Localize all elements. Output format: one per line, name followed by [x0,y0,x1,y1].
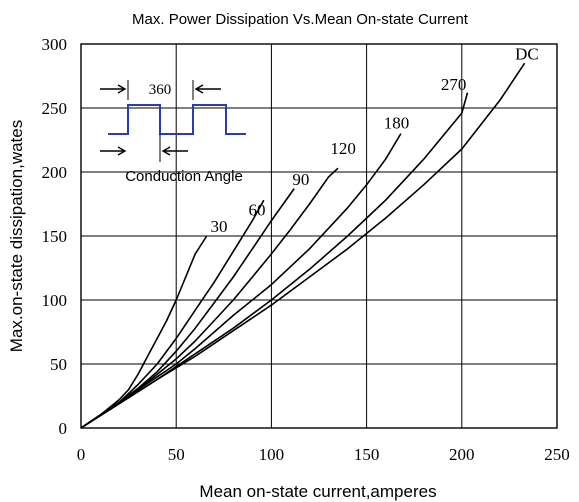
y-tick-label: 50 [50,355,67,374]
x-tick-label: 150 [354,445,380,464]
inset-period-label: 360 [149,82,172,98]
x-tick-label: 250 [544,445,570,464]
chart-title: Max. Power Dissipation Vs.Mean On-state … [132,11,469,28]
x-axis-label: Mean on-state current,amperes [199,482,436,501]
series-line-30 [80,235,208,429]
series-label-270: 270 [441,75,467,94]
series-label-30: 30 [210,217,227,236]
conduction-angle-inset: 360 Conduction Angle [100,80,246,185]
y-tick-label: 250 [42,99,68,118]
series-label-60: 60 [249,201,266,220]
inset-waveform [108,104,246,135]
x-tick-label: 100 [259,445,285,464]
y-axis-label: Max.on-state dissipation,wates [7,120,26,352]
tick-labels: 0 50 100 150 200 250 0 50 100 150 200 250 300 [42,35,570,464]
inset-angle-arrow-left [100,146,127,156]
y-tick-label: 0 [59,419,68,438]
series-line-180 [80,133,402,429]
series-label-dc: DC [515,44,539,63]
x-tick-label: 200 [449,445,475,464]
inset-period-arrow-left [100,84,127,94]
series-label-180: 180 [384,113,410,132]
y-tick-label: 300 [42,35,68,54]
series-labels: 30 60 90 120 180 270 DC [210,44,538,236]
inset-period-arrow-right [194,84,221,94]
y-tick-label: 200 [42,163,68,182]
y-tick-label: 150 [42,227,68,246]
inset-angle-arrow-right [161,146,188,156]
series-lines [80,62,526,429]
series-line-dc [80,62,526,429]
x-tick-label: 0 [77,445,86,464]
inset-caption: Conduction Angle [125,168,243,185]
x-tick-label: 50 [168,445,185,464]
y-tick-label: 100 [42,291,68,310]
series-label-90: 90 [292,170,309,189]
series-label-120: 120 [330,139,356,158]
